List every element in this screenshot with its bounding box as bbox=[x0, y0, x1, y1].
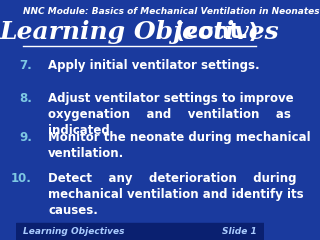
Text: 8.: 8. bbox=[19, 92, 32, 105]
Text: Detect    any    deterioration    during
mechanical ventilation and identify its: Detect any deterioration during mechanic… bbox=[48, 172, 304, 217]
Text: NNC Module: Basics of Mechanical Ventilation in Neonates: NNC Module: Basics of Mechanical Ventila… bbox=[23, 7, 320, 16]
Text: Slide 1: Slide 1 bbox=[222, 227, 257, 236]
Text: Adjust ventilator settings to improve
oxygenation    and    ventilation    as
in: Adjust ventilator settings to improve ox… bbox=[48, 92, 294, 137]
Text: Learning Objectives: Learning Objectives bbox=[0, 20, 280, 44]
Text: (cont.): (cont.) bbox=[167, 22, 259, 42]
Text: 9.: 9. bbox=[19, 131, 32, 144]
Bar bbox=[16, 223, 264, 240]
Text: 7.: 7. bbox=[19, 59, 32, 72]
Text: Monitor the neonate during mechanical
ventilation.: Monitor the neonate during mechanical ve… bbox=[48, 131, 311, 160]
Text: 10.: 10. bbox=[11, 172, 32, 185]
Text: Learning Objectives: Learning Objectives bbox=[23, 227, 125, 236]
Text: Apply initial ventilator settings.: Apply initial ventilator settings. bbox=[48, 59, 260, 72]
